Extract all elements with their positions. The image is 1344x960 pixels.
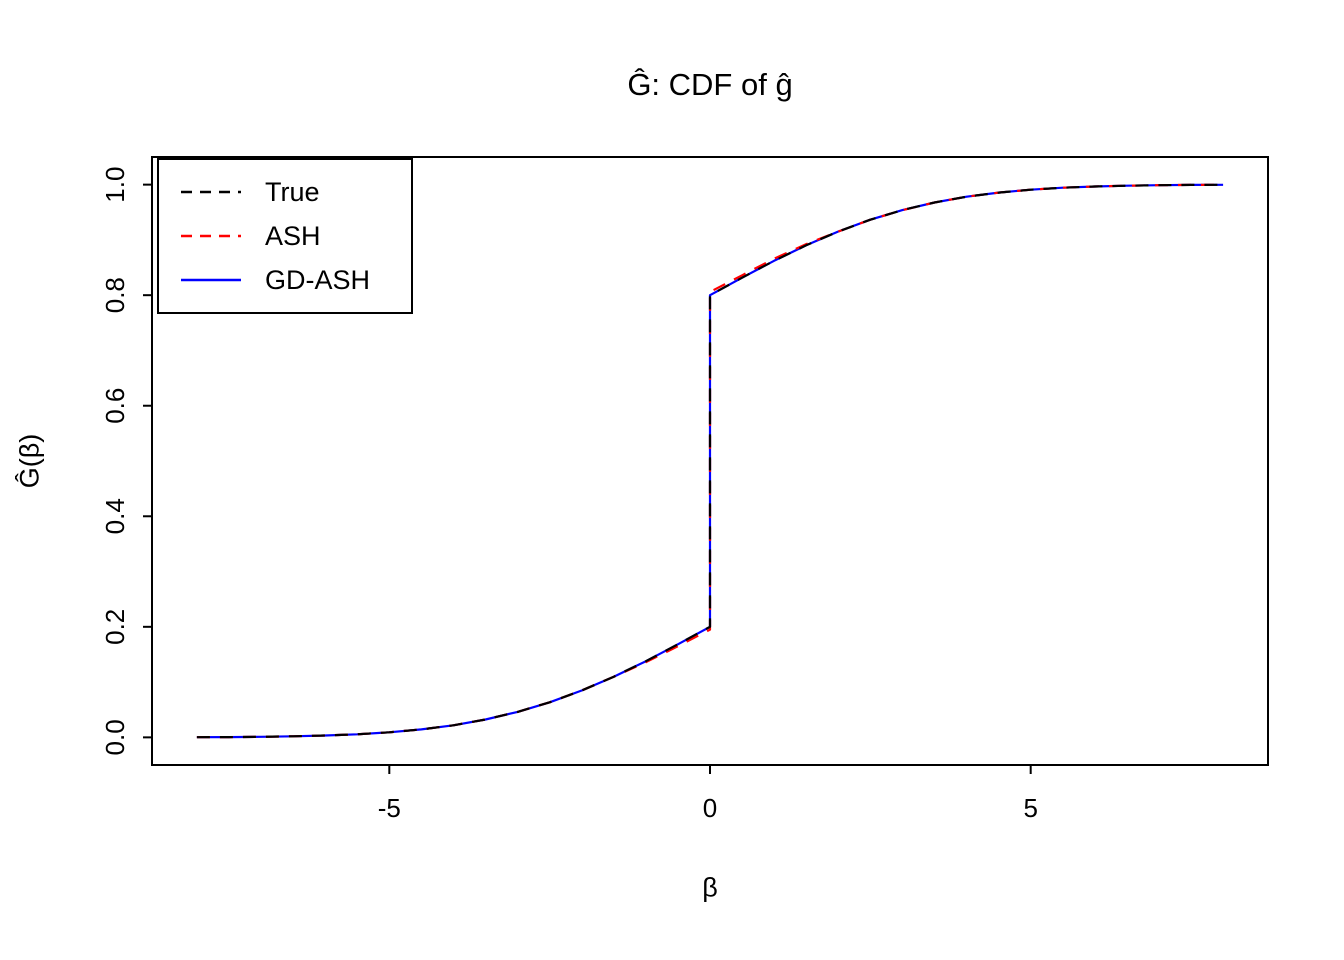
y-tick-label: 0.2 bbox=[100, 609, 130, 645]
x-tick-label: 0 bbox=[703, 793, 717, 823]
legend-line-sample bbox=[181, 227, 241, 245]
y-tick-label: 0.6 bbox=[100, 388, 130, 424]
y-tick-label: 1.0 bbox=[100, 167, 130, 203]
y-tick-label: 0.0 bbox=[100, 719, 130, 755]
y-axis-label: Ĝ(β) bbox=[14, 433, 45, 489]
x-axis-label: β bbox=[702, 872, 718, 903]
legend-item-ash: ASH bbox=[159, 214, 411, 258]
legend-label: True bbox=[265, 176, 320, 207]
legend: True ASH GD-ASH bbox=[157, 158, 413, 314]
legend-label: GD-ASH bbox=[265, 264, 371, 295]
y-tick-label: 0.8 bbox=[100, 277, 130, 313]
series-line-true bbox=[196, 183, 1224, 739]
legend-item-gd-ash: GD-ASH bbox=[159, 258, 411, 302]
legend-label: ASH bbox=[265, 220, 321, 251]
legend-line-sample bbox=[181, 183, 241, 201]
legend-item-true: True bbox=[159, 170, 411, 214]
x-tick-label: 5 bbox=[1023, 793, 1037, 823]
chart-title: Ĝ: CDF of ĝ bbox=[627, 67, 793, 102]
x-tick-label: -5 bbox=[378, 793, 401, 823]
y-tick-label: 0.4 bbox=[100, 498, 130, 534]
legend-line-sample bbox=[181, 271, 241, 289]
